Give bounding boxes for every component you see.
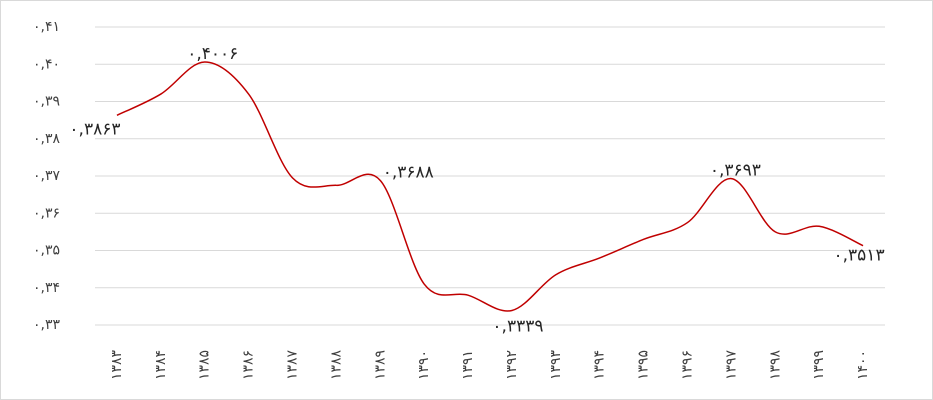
x-tick-label: ۱۳۹۳ [548,349,564,380]
y-tick-label: ۰,۳۶ [33,205,60,221]
y-tick-label: ۰,۳۵ [33,243,60,259]
x-tick-label: ۱۳۸۹ [372,350,388,380]
x-tick-label: ۱۴۰۰ [855,350,871,380]
y-tick-label: ۰,۳۷ [33,168,60,184]
x-tick-label: ۱۳۹۴ [592,350,608,380]
data-label: ۰,۳۶۹۳ [710,161,761,181]
x-tick-label: ۱۳۸۷ [285,349,301,380]
data-label: ۰,۳۶۸۸ [383,162,434,182]
line [116,61,864,312]
y-tick-label: ۰,۳۳ [33,317,60,333]
y-tick-label: ۰,۳۸ [33,131,60,147]
y-tick-label: ۰,۴۱ [33,19,60,35]
data-label: ۰,۳۸۶۳ [69,119,120,139]
x-tick-label: ۱۳۹۷ [723,349,739,380]
data-label: ۰,۳۳۳۹ [492,316,543,336]
y-tick-label: ۰,۳۴ [33,280,60,296]
x-tick-label: ۱۳۸۴ [153,350,169,380]
x-tick-label: ۱۳۹۱ [460,350,476,380]
x-tick-label: ۱۳۹۶ [680,350,696,380]
x-tick-label: ۱۳۹۰ [416,350,432,380]
x-tick-label: ۱۳۸۶ [241,350,257,380]
data-label: ۰,۴۰۰۶ [187,44,238,64]
y-tick-label: ۰,۴۰ [33,56,60,72]
x-tick-label: ۱۳۸۵ [197,350,213,380]
y-tick-label: ۰,۳۹ [33,94,60,110]
x-tick-label: ۱۳۹۸ [767,349,783,380]
x-tick-label: ۱۳۸۳ [109,349,125,380]
x-tick-label: ۱۳۹۲ [504,350,520,380]
x-tick-label: ۱۳۸۸ [328,349,344,380]
x-tick-label: ۱۳۹۹ [811,350,827,380]
x-tick-label: ۱۳۹۵ [636,350,652,380]
data-label: ۰,۳۵۱۳ [834,246,885,266]
